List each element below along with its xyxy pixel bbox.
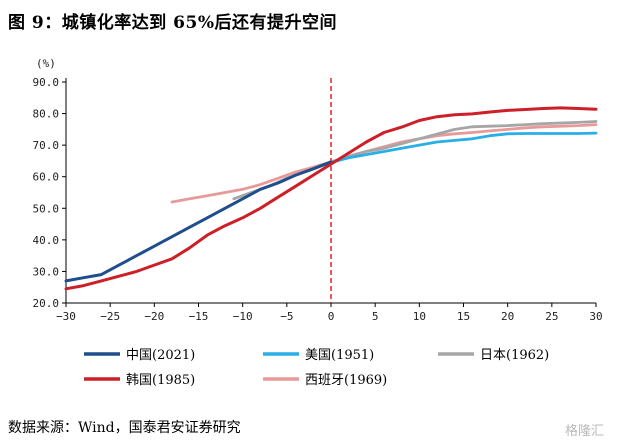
y-tick-label: 70.0: [33, 139, 60, 152]
series-group: [64, 106, 598, 291]
y-axis-ticks: 20.0 30.0 40.0 50.0 60.0 70.0 80.0 90.0: [33, 76, 66, 310]
x-tick-label: 25: [545, 310, 558, 323]
x-tick-label: 0: [328, 310, 335, 323]
x-tick-label: −25: [100, 310, 120, 323]
y-tick-label: 50.0: [33, 202, 60, 215]
legend-label-korea: 韩国(1985): [126, 373, 195, 388]
legend-label-japan: 日本(1962): [480, 348, 549, 363]
x-tick-label: 10: [413, 310, 426, 323]
x-tick-label: 20: [501, 310, 514, 323]
legend: 中国(2021) 美国(1951) 日本(1962) 韩国(1985) 西班牙(1969…: [84, 348, 549, 388]
x-tick-label: −5: [280, 310, 293, 323]
x-tick-label: −30: [56, 310, 76, 323]
y-tick-label: 90.0: [33, 76, 60, 89]
x-tick-label: 15: [457, 310, 470, 323]
x-axis-ticks: −30 −25 −20 −15 −10 −5 0 5 10 15 20 25 30: [56, 303, 603, 323]
series-line-spain: [170, 123, 598, 204]
y-tick-label: 40.0: [33, 234, 60, 247]
x-tick-label: 30: [589, 310, 602, 323]
figure-title: 图 9：城镇化率达到 65%后还有提升空间: [8, 13, 337, 33]
legend-label-china: 中国(2021): [126, 348, 195, 363]
x-tick-label: −15: [189, 310, 209, 323]
y-tick-label: 80.0: [33, 108, 60, 121]
x-tick-label: −20: [144, 310, 164, 323]
legend-label-usa: 美国(1951): [305, 348, 374, 363]
x-tick-label: 5: [372, 310, 379, 323]
legend-label-spain: 西班牙(1969): [305, 373, 387, 388]
x-tick-label: −10: [233, 310, 253, 323]
y-tick-label: 30.0: [33, 265, 60, 278]
series-line-china: [64, 160, 333, 283]
y-tick-label: 60.0: [33, 171, 60, 184]
source-note: 数据来源：Wind，国泰君安证券研究: [8, 420, 241, 436]
series-line-korea: [64, 106, 598, 291]
y-axis-unit-label: (%): [36, 57, 56, 70]
watermark: 格隆汇: [564, 424, 604, 439]
series-line-usa: [329, 131, 598, 164]
y-tick-label: 20.0: [33, 297, 60, 310]
